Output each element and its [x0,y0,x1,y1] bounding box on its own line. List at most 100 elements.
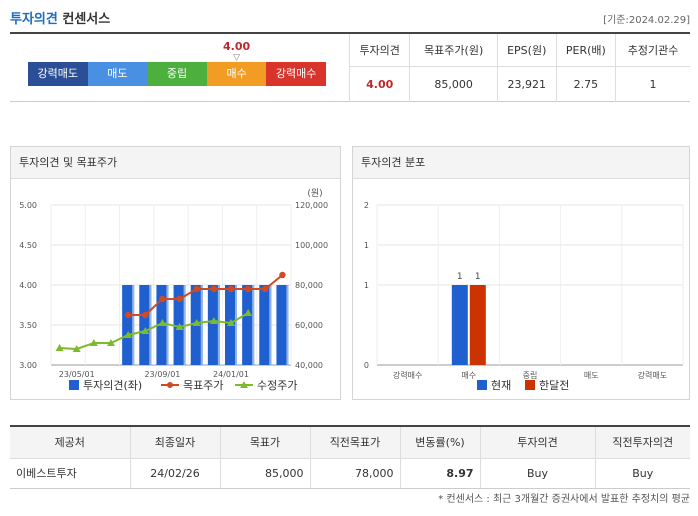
legend-adjusted-point-swatch [240,381,248,388]
broker-cell: Buy [479,458,595,489]
y-axis-tick: 2 [364,201,369,210]
adjusted-price-point [158,319,167,326]
target-price-point [159,295,166,303]
broker-cell: 24/02/26 [129,458,220,489]
opinion-bar [276,285,289,365]
bar-data-label: 1 [457,272,463,282]
right-axis-unit: (원) [307,188,322,199]
summary-value-cell: 4.00 [348,66,410,102]
category-label: 강력매수 [393,370,422,380]
adjusted-price-point [141,327,150,334]
adjusted-price-point [89,339,98,346]
legend-label-opinion: 투자의견(좌) [83,379,142,392]
legend-bar-swatch [69,380,79,390]
summary-table: 투자의견 목표주가(원) EPS(원) PER(배) 추정기관수 4.00 85,000 2… [348,34,690,102]
opinion-target-chart-panel: 투자의견 및 목표주가 (원) 5.00 4.50 4.00 3.50 3.00 120,0… [10,146,341,400]
gauge-segment: 중립 [147,62,207,86]
page-title: 투자의견 컨센서스 [10,8,110,27]
left-axis-tick: 4.50 [19,241,37,250]
adjusted-price-point [55,344,64,351]
opinion-bar [259,285,272,365]
opinion-bar [242,285,255,365]
legend-month-ago-swatch [525,380,535,390]
y-axis-tick: 1 [364,241,369,250]
legend-current-swatch [477,380,487,390]
broker-header-cell: 직전목표가 [309,426,400,459]
category-label: 매도 [584,371,599,380]
legend-label-target: 목표주가 [183,379,223,392]
adjusted-price-point [244,309,253,316]
summary-value-cell: 23,921 [496,66,557,102]
y-axis-tick: 0 [364,361,369,370]
opinion-target-chart: (원) 5.00 4.50 4.00 3.50 3.00 120,000 100,000 80,… [19,188,328,392]
table-row: 이베스트투자 24/02/26 85,000 78,000 8.97 Buy Buy [10,458,690,489]
right-axis-tick: 60,000 [295,321,323,330]
broker-header-cell: 제공처 [10,426,130,459]
right-axis-tick: 40,000 [295,361,323,370]
gauge-segment: 매도 [87,62,148,86]
left-axis-tick: 4.00 [19,281,37,290]
legend-label-adjusted: 수정주가 [257,379,297,392]
left-chart-title: 투자의견 및 목표주가 [11,147,340,179]
summary-header-cell: EPS(원) [496,34,557,67]
gauge-marker-icon: ▽ [233,53,241,63]
category-label: 매수 [461,371,476,380]
x-axis-tick: 24/01/01 [213,370,249,379]
broker-cell: 85,000 [219,458,310,489]
opinion-bar-highlight [269,285,272,365]
right-axis-tick: 80,000 [295,281,323,290]
target-price-line [128,274,284,316]
target-price-point [176,295,183,303]
target-price-point [244,285,252,293]
target-price-point [193,285,200,293]
category-label: 강력매도 [638,370,667,380]
reference-date: [기준:2024.02.29] [603,15,690,26]
left-axis-tick: 5.00 [19,201,37,210]
adjusted-price-point [124,331,133,338]
broker-cell: Buy [594,458,690,489]
opinion-distribution-chart: 2 1 1 0 강력매수 매수 중립 매도 강력매도 1 1 현재 한달전 [364,201,684,392]
opinion-bar-highlight [252,285,255,365]
summary-header-cell: PER(배) [555,34,616,67]
broker-cell: 8.97 [399,458,480,489]
opinion-bar [139,285,152,365]
opinion-distribution-chart-panel: 투자의견 분포 2 1 1 0 강력매수 매수 중립 매도 강력매도 1 1 현재 한달전 [352,146,690,400]
x-axis-tick: 23/05/01 [59,370,95,379]
target-price-point [142,311,149,319]
legend-target-point-swatch [167,382,173,388]
gauge-score-label: 4.00 [223,40,251,53]
gauge-bar: 강력매도 매도 중립 매수 강력매수 [28,62,326,86]
adjusted-price-point [227,319,235,326]
adjusted-price-point [107,339,115,346]
gauge-segment: 강력매수 [266,62,326,86]
adjusted-price-point [192,319,201,326]
opinion-bar-highlight [200,285,203,365]
category-label: 중립 [523,371,538,380]
opinion-bar-highlight [149,285,152,365]
target-price-point [227,285,235,293]
right-axis-tick: 100,000 [295,241,328,250]
gauge-segment: 매수 [206,62,267,86]
broker-header-cell: 목표가 [219,426,310,459]
broker-header-cell: 최종일자 [129,426,220,459]
adjusted-price-point [175,323,184,330]
consensus-header: 투자의견 컨센서스 [기준:2024.02.29] [10,0,690,30]
opinion-gauge: 4.00 ▽ 강력매도 매도 중립 매수 강력매수 [10,34,350,102]
broker-cell: 78,000 [309,458,400,489]
broker-header-cell: 변동률(%) [399,426,480,459]
bar-data-label: 1 [475,272,481,282]
x-axis-tick: 23/09/01 [144,370,180,379]
broker-cell: 이베스트투자 [10,458,130,489]
target-price-point [124,311,132,319]
consensus-summary-panel: 4.00 ▽ 강력매도 매도 중립 매수 강력매수 투자의견 목표주가(원) EPS(원) P… [10,32,690,102]
summary-header-cell: 목표주가(원) [409,34,498,67]
opinion-bar-highlight [286,285,289,365]
summary-header-cell: 투자의견 [348,34,410,67]
left-axis-tick: 3.00 [19,361,37,370]
opinion-bar [122,285,135,365]
summary-header-cell: 추정기관수 [615,34,690,67]
adjusted-price-point [72,345,81,352]
adjusted-price-point [209,317,218,324]
right-axis-tick: 120,000 [295,201,328,210]
right-chart-title: 투자의견 분포 [353,147,689,179]
